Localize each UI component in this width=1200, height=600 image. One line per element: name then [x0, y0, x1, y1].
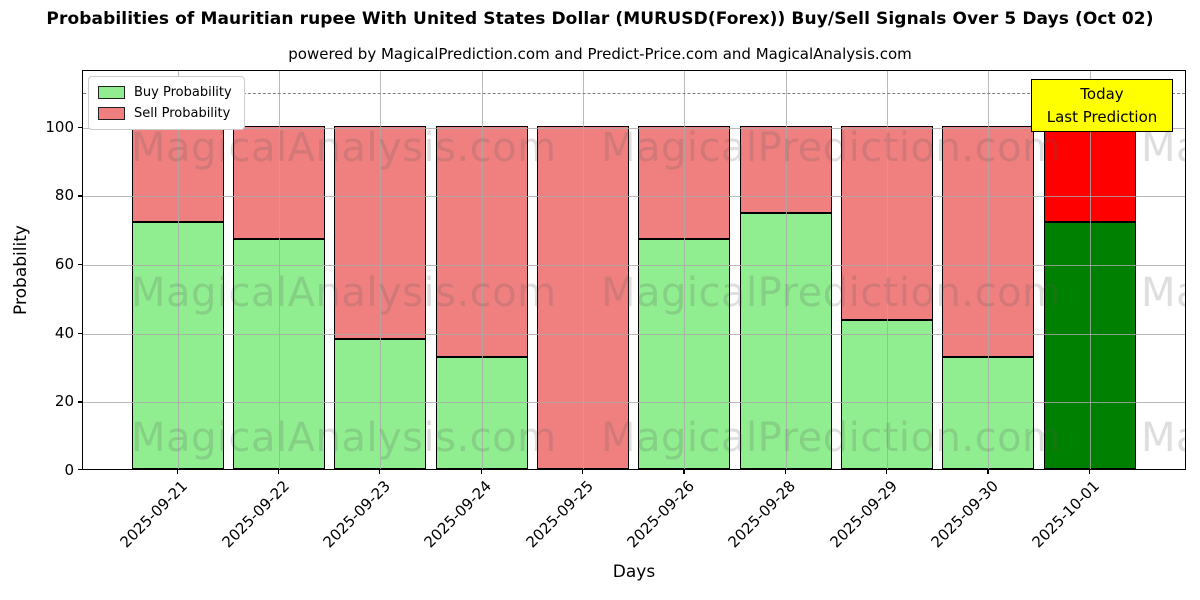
gridline-v: [785, 71, 787, 469]
x-tick-label-text: 2025-09-29: [826, 477, 901, 552]
watermark-text: MagicalAnalysis.com: [1141, 270, 1185, 316]
x-tick-mark: [480, 470, 482, 474]
gridline-v: [988, 71, 990, 469]
gridline-v: [177, 71, 179, 469]
x-tick-mark: [1088, 470, 1090, 474]
y-tick-label: 100: [45, 117, 74, 136]
x-tick-label-text: 2025-09-21: [116, 477, 192, 552]
watermark-text: MagicalAnalysis.com: [131, 125, 557, 171]
watermark-text: MagicalPrediction.com: [601, 125, 1062, 171]
gridline-h: [83, 333, 1185, 335]
sell-swatch-icon: [98, 107, 125, 120]
watermark-layer: MagicalAnalysis.com MagicalPrediction.com…: [83, 71, 1185, 469]
watermark-text: MagicalPrediction.com: [601, 415, 1062, 461]
gridline-v: [481, 71, 483, 469]
legend: Buy Probability Sell Probability: [88, 76, 245, 130]
bar-group: [942, 125, 1035, 469]
y-tick-label: 40: [54, 323, 74, 342]
y-tick-mark: [78, 469, 82, 471]
gridline-v: [582, 71, 584, 469]
gridline-h: [83, 196, 1185, 198]
x-tick-mark: [277, 470, 280, 474]
legend-item-buy: Buy Probability: [98, 85, 232, 100]
gridline-v: [684, 71, 686, 469]
gridline-v: [1089, 71, 1091, 469]
watermark-text: MagicalAnalysis.com: [1141, 415, 1185, 461]
x-tick-mark: [581, 470, 584, 474]
gridline-v: [278, 71, 280, 469]
x-tick-mark: [885, 470, 888, 474]
y-tick-label: 0: [64, 461, 74, 479]
x-tick-mark: [176, 470, 178, 474]
x-tick-mark: [683, 470, 685, 474]
y-tick-mark: [78, 126, 82, 128]
legend-label-sell: Sell Probability: [134, 106, 231, 121]
gridline-v: [380, 71, 382, 469]
gridline-h: [83, 264, 1185, 266]
today-annotation-line2: Last Prediction: [1046, 107, 1158, 126]
upper-dashed-threshold-line: [83, 93, 1185, 95]
watermark-text: MagicalAnalysis.com: [131, 415, 557, 461]
x-tick-label-text: 2025-09-30: [927, 477, 1003, 552]
legend-item-sell: Sell Probability: [98, 106, 232, 121]
today-annotation-box: Today Last Prediction: [1031, 79, 1173, 132]
x-axis-label: Days: [612, 562, 656, 582]
y-tick-label: 80: [54, 186, 74, 205]
y-tick-label: 60: [54, 254, 74, 273]
y-tick-mark: [78, 195, 82, 197]
y-tick-label: 20: [54, 392, 74, 411]
y-tick-mark: [78, 263, 82, 266]
x-tick-mark: [784, 470, 786, 474]
gridline-v: [886, 71, 888, 469]
watermark-text: MagicalAnalysis.com: [131, 270, 557, 316]
y-tick-mark: [78, 401, 82, 403]
gridline-h: [83, 402, 1185, 404]
x-tick-mark: [379, 470, 381, 474]
buy-swatch-icon: [98, 86, 125, 99]
x-tick-label-text: 2025-09-25: [522, 477, 597, 552]
today-annotation-line1: Today: [1080, 85, 1124, 103]
x-tick-label-text: 2025-09-22: [218, 477, 293, 552]
y-tick-mark: [78, 332, 82, 334]
plot-area: MagicalAnalysis.com MagicalPrediction.com…: [82, 70, 1186, 470]
x-tick-label-text: 2025-09-24: [420, 477, 496, 552]
grid-layer: [83, 71, 1185, 469]
x-tick-mark: [987, 470, 989, 474]
x-tick-label-text: 2025-09-26: [623, 477, 698, 552]
chart-title: Probabilities of Mauritian rupee With Un…: [46, 9, 1154, 29]
x-tick-label-text: 2025-09-28: [724, 477, 800, 552]
watermark-text: MagicalPrediction.com: [601, 270, 1062, 316]
gridline-h: [83, 127, 1185, 129]
x-tick-label-text: 2025-09-23: [319, 477, 394, 552]
watermark-text: MagicalAnalysis.com: [1141, 125, 1185, 171]
legend-label-buy: Buy Probability: [134, 85, 232, 100]
chart-subtitle: powered by MagicalPrediction.com and Pre…: [288, 45, 912, 63]
x-tick-label-text: 2025-10-01: [1028, 477, 1104, 552]
